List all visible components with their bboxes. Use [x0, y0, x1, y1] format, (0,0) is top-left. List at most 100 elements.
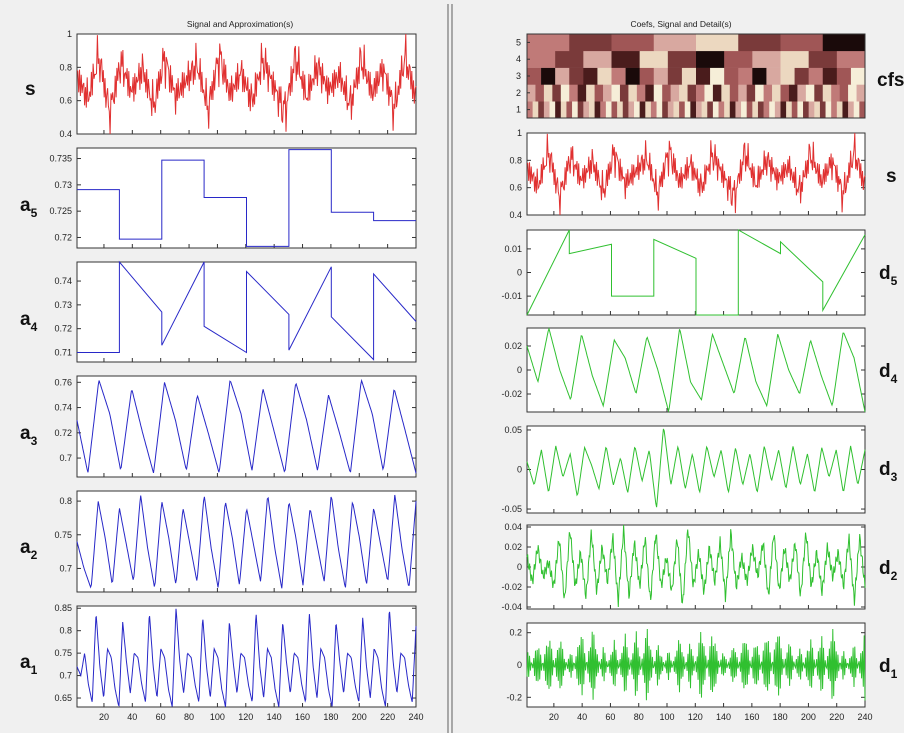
coef-cell	[769, 101, 776, 119]
plot-frame	[526, 425, 866, 514]
y-tick-label: 4	[516, 54, 521, 64]
panel-label: s	[25, 79, 36, 100]
coef-cell	[752, 50, 781, 68]
coef-cell	[803, 101, 809, 119]
x-tick-label: 100	[659, 712, 674, 722]
coef-cell	[808, 67, 824, 85]
coef-cell	[805, 84, 815, 102]
y-tick-label: 0.85	[54, 603, 72, 613]
x-tick-label: 220	[829, 712, 844, 722]
coef-cell	[738, 67, 753, 85]
coef-cell	[634, 101, 640, 119]
coef-cell	[527, 50, 556, 68]
coef-cell	[667, 67, 683, 85]
coef-cell	[696, 50, 725, 68]
coef-cell	[696, 84, 705, 102]
series-line	[526, 428, 866, 508]
coef-cell	[859, 101, 866, 119]
coef-cell	[724, 50, 753, 68]
panel-label-subscript: 5	[891, 274, 898, 288]
coef-cell	[788, 84, 798, 102]
plot-frame	[526, 327, 866, 413]
coef-cell	[566, 101, 573, 119]
coef-cell	[836, 67, 852, 85]
y-tick-label: -0.02	[501, 389, 522, 399]
coef-cell	[712, 84, 722, 102]
y-tick-label: 1	[516, 105, 521, 115]
coef-cell	[577, 84, 587, 102]
y-tick-label: 0.65	[54, 693, 72, 703]
coef-cell	[603, 84, 612, 102]
coef-cell	[842, 101, 849, 119]
coef-cell	[822, 84, 832, 102]
coef-cell	[656, 101, 663, 119]
coef-cell	[577, 101, 584, 119]
coef-cell	[555, 101, 562, 119]
x-tick-label: 60	[605, 712, 615, 722]
coef-cell	[611, 84, 621, 102]
coef-cell	[650, 101, 657, 119]
y-tick-label: 1	[517, 128, 522, 138]
series-line	[526, 132, 866, 216]
coef-cell	[569, 84, 578, 102]
x-tick-label: 60	[156, 712, 166, 722]
y-tick-label: 0	[517, 465, 522, 475]
series-line	[76, 33, 417, 135]
y-tick-label: 0.8	[59, 626, 72, 636]
panel-label-subscript: 5	[31, 206, 38, 220]
series-line	[77, 260, 417, 361]
x-tick-label: 40	[577, 712, 587, 722]
coef-cell	[555, 67, 570, 85]
series-line	[77, 149, 416, 247]
y-tick-label: 0.4	[509, 210, 522, 220]
x-tick-label: 120	[688, 712, 703, 722]
coef-cell	[569, 67, 584, 85]
coef-cell	[797, 101, 804, 119]
coef-cell	[552, 84, 562, 102]
y-tick-label: -0.05	[501, 504, 522, 514]
coef-cell	[611, 101, 618, 119]
coef-cell	[687, 84, 697, 102]
x-tick-label: 220	[380, 712, 395, 722]
coef-cell	[797, 84, 807, 102]
series-line	[76, 378, 417, 474]
panel-label-subscript: 1	[891, 667, 898, 681]
coef-cell	[560, 101, 567, 119]
coef-cell	[836, 50, 866, 68]
coef-cell	[780, 67, 795, 85]
y-tick-label: 0.7	[59, 671, 72, 681]
series-line	[76, 494, 417, 589]
coef-cell	[617, 101, 624, 119]
coef-cell	[712, 101, 719, 119]
panel-a3-left: a30.70.720.740.76	[20, 375, 417, 478]
x-tick-label: 80	[184, 712, 194, 722]
coef-cell	[721, 84, 731, 102]
coef-cell	[772, 84, 781, 102]
coef-cell	[763, 84, 773, 102]
coef-cell	[808, 50, 838, 68]
y-tick-label: 1	[67, 29, 72, 39]
coef-cell	[586, 84, 595, 102]
coef-cell	[729, 84, 739, 102]
panel-label-subscript: 3	[891, 470, 898, 484]
coef-cell	[814, 84, 824, 102]
coef-cell	[786, 101, 793, 119]
coef-cell	[848, 84, 857, 102]
coef-cell	[696, 34, 739, 52]
coef-cell	[701, 101, 708, 119]
y-tick-label: 0.735	[49, 154, 72, 164]
x-tick-label: 140	[716, 712, 731, 722]
coef-cell	[535, 84, 545, 102]
panel-label-subscript: 4	[31, 320, 38, 334]
coef-cell	[653, 84, 663, 102]
y-tick-label: 0	[517, 562, 522, 572]
y-tick-label: 0	[517, 365, 522, 375]
series-line	[526, 327, 866, 413]
coef-cell	[619, 84, 629, 102]
y-tick-label: 0.73	[54, 300, 72, 310]
y-tick-label: 0.2	[509, 628, 522, 638]
coef-cell	[822, 34, 866, 52]
coef-cell	[681, 67, 697, 85]
panel-s-right: s 0.4 0.6 0.8 1	[509, 128, 896, 220]
x-tick-label: 240	[857, 712, 872, 722]
